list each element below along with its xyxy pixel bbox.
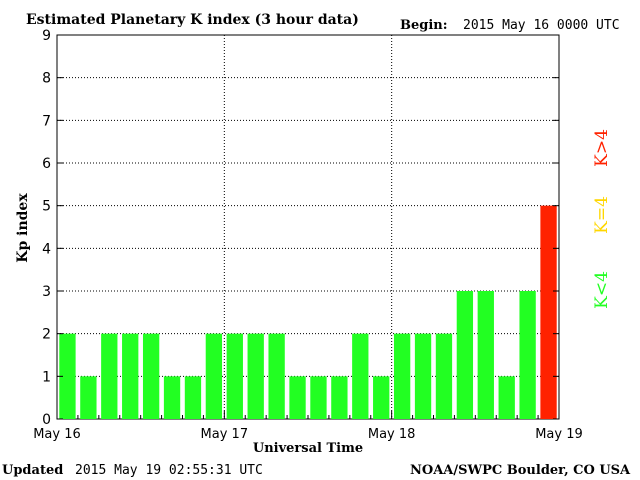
y-tick-label: 1 [42, 369, 51, 385]
x-axis-label: Universal Time [253, 441, 363, 456]
chart-title: Estimated Planetary K index (3 hour data… [26, 12, 359, 28]
kp-bar [101, 333, 118, 419]
y-axis-ticks: 0 1 2 3 4 5 6 7 8 9 [42, 28, 559, 428]
y-tick-label: 3 [42, 284, 51, 300]
y-tick-label: 4 [42, 241, 51, 257]
x-axis-ticks: May 16 May 17 May 18 May 19 [33, 411, 583, 442]
y-tick-label: 8 [42, 71, 51, 87]
begin-value: 2015 May 16 0000 UTC [463, 18, 620, 33]
y-tick-label: 9 [42, 28, 51, 44]
legend-high: K>4 [592, 129, 612, 167]
y-axis-label: Kp index [15, 193, 31, 263]
updated-label: Updated [2, 463, 63, 478]
source-credit: NOAA/SWPC Boulder, CO USA [410, 463, 631, 478]
kp-bar [498, 376, 515, 419]
kp-bar [310, 376, 327, 419]
x-tick-label: May 16 [33, 427, 81, 442]
kp-bar [184, 376, 202, 419]
grid-lines [57, 35, 559, 419]
legend-low: K<4 [592, 271, 612, 309]
x-tick-label: May 19 [535, 427, 583, 442]
kp-bar [268, 333, 285, 419]
legend-mid: K=4 [592, 196, 612, 234]
x-tick-label: May 18 [368, 427, 416, 442]
y-tick-label: 6 [42, 156, 51, 172]
kp-bar [247, 333, 264, 419]
kp-bar [519, 291, 536, 419]
kp-bar [331, 376, 348, 419]
bars [59, 205, 557, 419]
updated-value: 2015 May 19 02:55:31 UTC [75, 463, 263, 478]
kp-bar [435, 333, 453, 419]
kp-bar [205, 333, 223, 419]
begin-label: Begin: [400, 18, 448, 33]
y-tick-label: 2 [42, 327, 51, 343]
kp-bar [414, 333, 432, 419]
kp-bar [352, 333, 369, 419]
y-tick-label: 5 [42, 199, 51, 215]
x-tick-label: May 17 [201, 427, 249, 442]
kp-bar [393, 333, 411, 419]
kp-bar [289, 376, 306, 419]
kp-bar [142, 333, 160, 419]
y-tick-label: 7 [42, 113, 51, 129]
kp-bar [226, 333, 243, 419]
kp-bar [540, 205, 557, 419]
kp-bar [163, 376, 181, 419]
kp-bar [80, 376, 97, 419]
y-tick-label: 0 [42, 412, 51, 428]
kp-bar [456, 291, 474, 419]
kp-bar [477, 291, 494, 419]
kp-bar [373, 376, 390, 419]
kp-bar [122, 333, 139, 419]
kp-bar [59, 333, 76, 419]
